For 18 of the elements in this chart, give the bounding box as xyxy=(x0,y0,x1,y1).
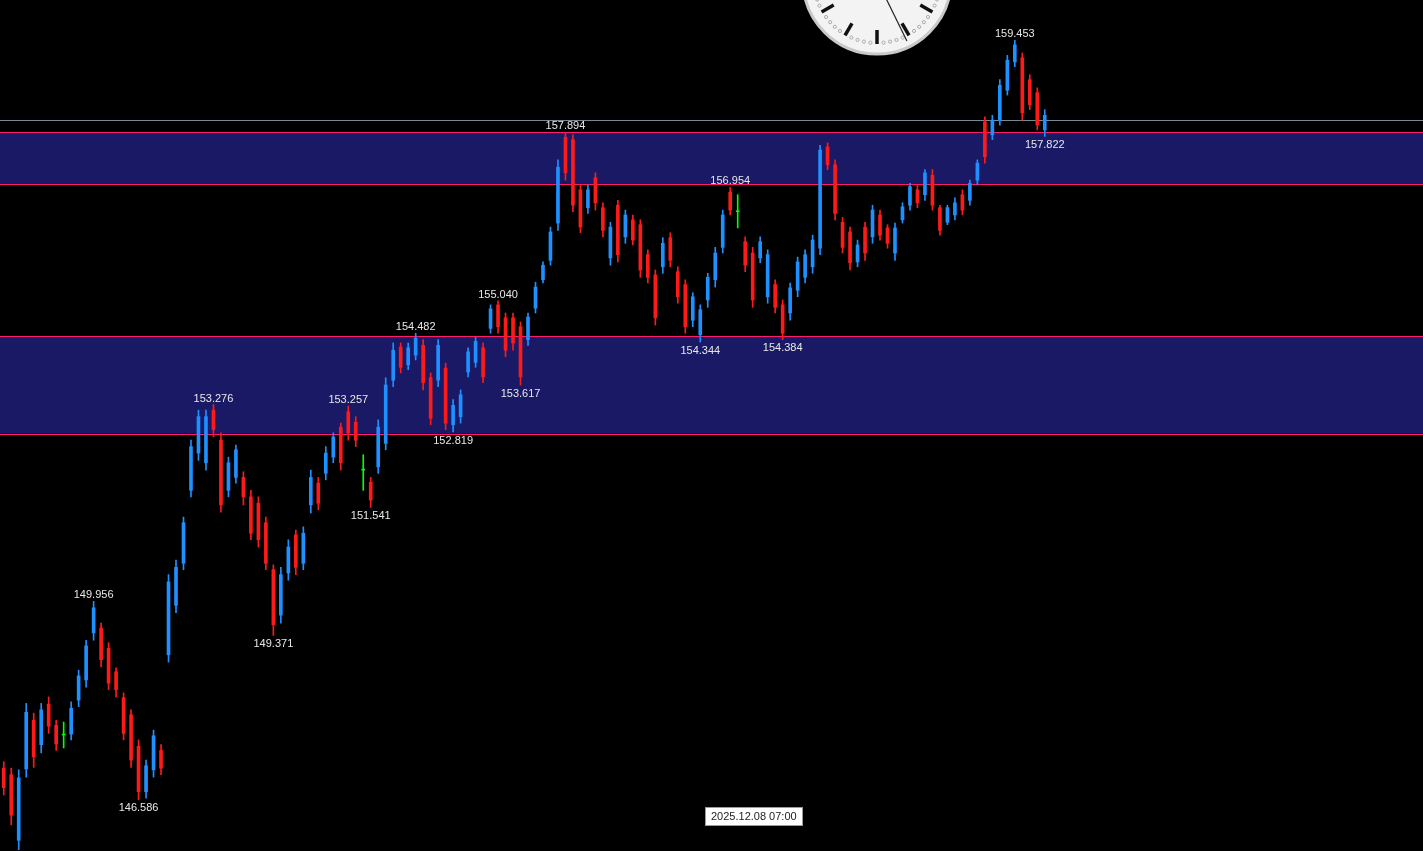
text: 157.894 xyxy=(545,119,586,132)
text: 146.586 xyxy=(118,801,159,814)
text: 156.954 xyxy=(710,174,751,187)
candlestick xyxy=(735,194,740,229)
text: 154.344 xyxy=(680,343,721,356)
text: 153.617 xyxy=(500,386,541,399)
text: 151.541 xyxy=(350,508,391,521)
text: 149.956 xyxy=(73,588,114,601)
text: 155.040 xyxy=(478,287,518,300)
annotation: 2025.12.08 07:00 xyxy=(705,807,803,826)
text: 153.257 xyxy=(328,393,369,406)
text: 152.819 xyxy=(433,433,473,446)
text: 153.276 xyxy=(193,391,234,404)
text: 154.384 xyxy=(762,341,803,354)
text: 149.371 xyxy=(253,636,294,649)
text: 157.822 xyxy=(1024,137,1065,150)
text: 154.482 xyxy=(395,320,436,333)
text: 159.453 xyxy=(994,27,1035,39)
